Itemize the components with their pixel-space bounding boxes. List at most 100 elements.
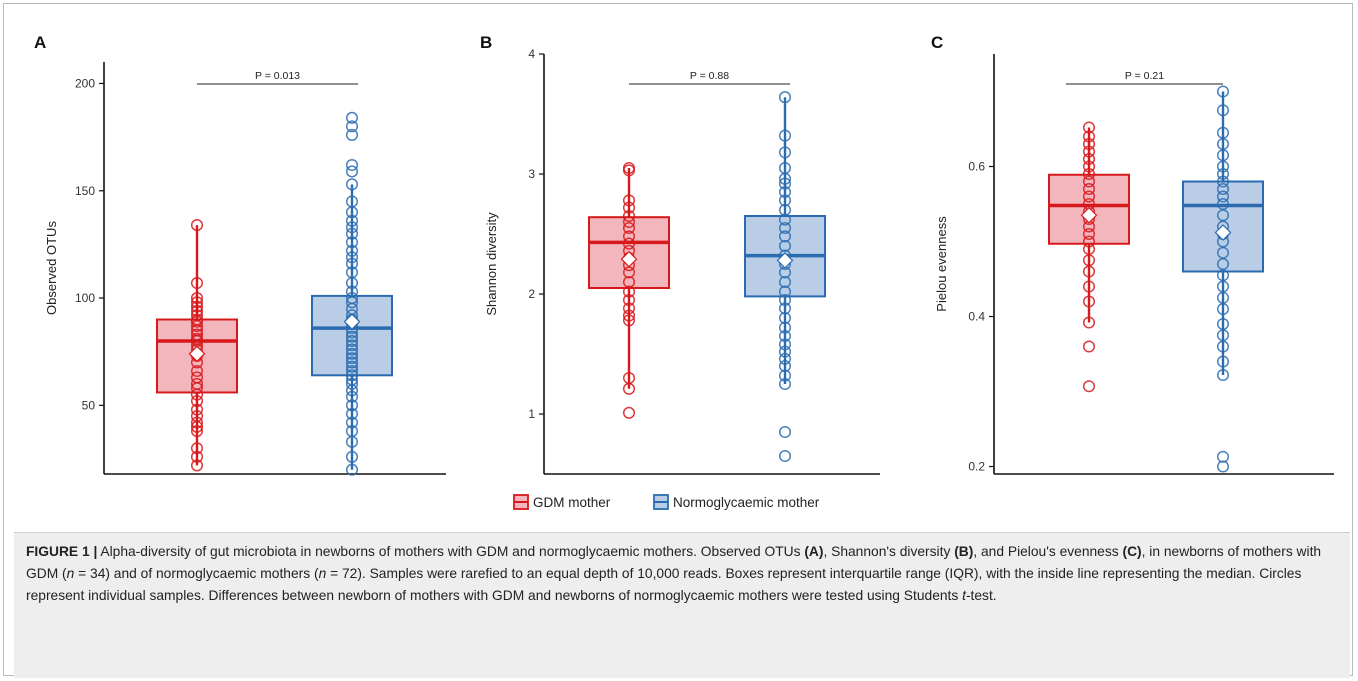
- sample-point: [1216, 450, 1230, 463]
- y-tick-label: 3: [528, 167, 535, 181]
- sample-point: [778, 377, 792, 391]
- y-tick-label: 200: [75, 76, 95, 90]
- sample-point: [345, 330, 359, 343]
- sample-point: [345, 244, 359, 257]
- sample-point: [778, 230, 792, 243]
- caption-t-symbol: t: [962, 588, 966, 603]
- sample-point: [778, 449, 792, 463]
- sample-point: [345, 390, 359, 403]
- y-tick-label: 2: [528, 287, 535, 301]
- sample-point: [345, 416, 359, 429]
- p-value-label: P = 0.013: [255, 70, 300, 82]
- panel-label: A: [34, 33, 46, 52]
- sample-point: [345, 399, 359, 412]
- sample-point: [622, 293, 636, 307]
- sample-point: [345, 128, 359, 142]
- sample-point: [622, 221, 636, 235]
- sample-point: [190, 410, 204, 423]
- sample-point: [190, 425, 204, 438]
- sample-point: [1082, 316, 1096, 329]
- sample-point: [1216, 197, 1230, 211]
- sample-point: [622, 209, 636, 223]
- y-tick-label: 0.4: [968, 310, 985, 324]
- sample-point: [345, 165, 359, 178]
- legend-label: GDM mother: [533, 495, 611, 510]
- sample-point: [778, 338, 792, 351]
- mean-marker: [343, 313, 361, 330]
- mean-marker: [776, 252, 794, 269]
- sample-point: [345, 364, 359, 378]
- sample-point: [1216, 167, 1230, 181]
- sample-point: [778, 321, 792, 334]
- box-group-gdm: [588, 161, 670, 419]
- sample-point: [345, 257, 359, 270]
- caption-figure-label: FIGURE 1 |: [26, 544, 98, 559]
- mean-marker: [1214, 224, 1232, 241]
- sample-point: [622, 215, 636, 229]
- y-axis-label: Pielou evenness: [934, 216, 949, 312]
- sample-point: [1082, 235, 1096, 248]
- sample-point: [622, 161, 636, 175]
- sample-point: [1082, 227, 1096, 241]
- sample-point: [1216, 460, 1230, 473]
- caption-text-4: , in newborns of mothers with GDM (: [26, 544, 1322, 581]
- sample-point: [622, 309, 636, 322]
- sample-point: [190, 276, 204, 290]
- sample-point: [622, 201, 636, 214]
- sample-point: [778, 194, 792, 207]
- sample-point: [1216, 355, 1230, 368]
- sample-point: [1082, 182, 1096, 196]
- sample-point: [345, 450, 359, 463]
- caption-n-value-2: = 72). Samples were rarefied to an equal…: [26, 566, 1302, 603]
- legend: GDM mother Normoglycaemic mother: [513, 494, 820, 510]
- sample-point: [190, 442, 204, 455]
- sample-point: [345, 352, 359, 365]
- sample-point: [622, 302, 636, 315]
- sample-point: [778, 352, 792, 365]
- sample-point: [345, 111, 359, 124]
- sample-point: [1082, 242, 1096, 256]
- sample-point: [1082, 160, 1096, 173]
- sample-point: [345, 291, 359, 305]
- sample-point: [778, 293, 792, 307]
- y-tick-label: 100: [75, 291, 95, 305]
- sample-point: [778, 345, 792, 358]
- sample-point: [190, 332, 204, 345]
- panel-c: C 0.2 0.4 0.6 Pielou evenness P = 0.21: [931, 33, 1334, 475]
- panel-a: A 50 100 150 200 Observed OTUs P = 0.013: [34, 33, 446, 476]
- sample-point: [345, 369, 359, 382]
- sample-point: [778, 203, 792, 217]
- caption-n-value-1: = 34) and of normoglycaemic mothers (: [74, 566, 319, 581]
- sample-point: [622, 314, 636, 327]
- sample-point: [1216, 317, 1230, 331]
- caption-n-symbol-2: n: [318, 566, 327, 581]
- caption-text-5: -test.: [965, 588, 997, 603]
- sample-point: [190, 371, 204, 384]
- y-axis-label: Observed OTUs: [44, 221, 59, 315]
- sample-point: [1082, 121, 1096, 134]
- sample-point: [622, 230, 636, 243]
- sample-point: [190, 304, 204, 317]
- sample-point: [345, 339, 359, 352]
- sample-point: [1216, 190, 1230, 203]
- y-axis-label: Shannon diversity: [484, 212, 499, 316]
- sample-point: [1082, 130, 1096, 143]
- panel-label: C: [931, 33, 943, 52]
- sample-point: [1082, 145, 1096, 158]
- sample-point: [345, 227, 359, 240]
- sample-point: [345, 120, 359, 133]
- sample-point: [1082, 280, 1096, 293]
- caption-text-2: , Shannon's diversity: [823, 544, 955, 559]
- sample-point: [345, 373, 359, 386]
- sample-point: [622, 285, 636, 298]
- sample-point: [1216, 85, 1230, 98]
- sample-point: [778, 275, 792, 289]
- sample-point: [345, 356, 359, 369]
- sample-point: [1082, 167, 1096, 181]
- sample-point: [190, 450, 204, 463]
- sample-point: [778, 91, 792, 104]
- figure-chart-area: A 50 100 150 200 Observed OTUs P = 0.013 B 1 2 3 4 S…: [34, 33, 1334, 510]
- panel-b: B 1 2 3 4 Shannon diversity P = 0.88: [480, 33, 880, 475]
- sample-point: [622, 406, 636, 419]
- sample-point: [1082, 340, 1096, 353]
